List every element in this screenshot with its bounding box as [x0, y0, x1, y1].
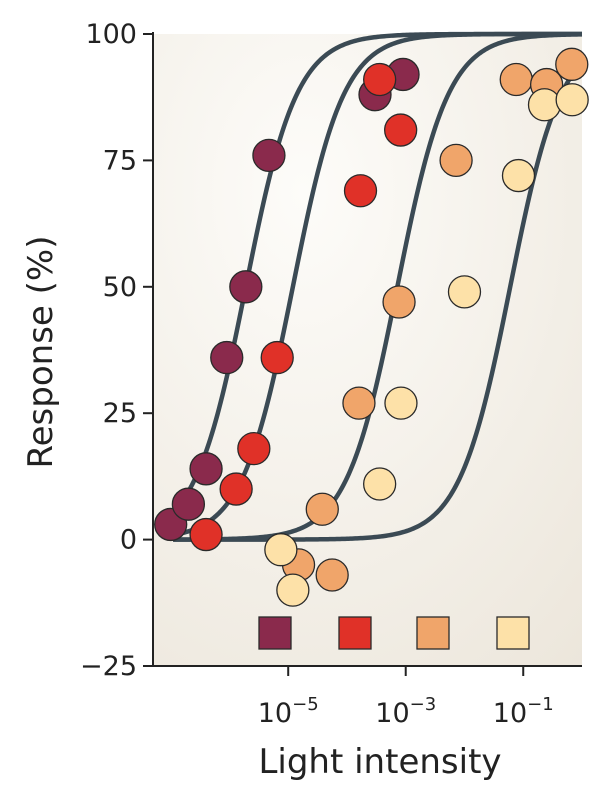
data-point [237, 431, 271, 466]
legend-swatch-2 [338, 616, 372, 650]
x-tick-label: 10−5 [258, 694, 319, 729]
data-point [342, 386, 376, 420]
data-point [382, 285, 416, 319]
data-point [499, 62, 533, 97]
data-point [305, 492, 339, 526]
data-point [555, 47, 589, 81]
data-point [229, 270, 263, 304]
data-point [501, 158, 536, 193]
y-tick-label: 0 [120, 525, 137, 556]
data-point [447, 275, 482, 309]
data-point [189, 517, 223, 552]
data-point [315, 558, 349, 592]
data-point [189, 452, 223, 486]
data-point [343, 174, 378, 208]
data-point [264, 533, 298, 567]
data-point [171, 487, 206, 521]
y-tick-label: 50 [103, 272, 137, 303]
data-point [384, 386, 418, 420]
legend-swatch-3 [416, 616, 450, 650]
y-tick-label: 25 [103, 398, 137, 429]
data-point [363, 62, 397, 97]
data-point [363, 467, 397, 501]
data-point [260, 340, 294, 375]
fit-curve-4 [173, 61, 584, 542]
x-tick-label: 10−1 [493, 694, 554, 729]
y-tick-label: 100 [85, 19, 137, 50]
data-point [219, 472, 253, 506]
data-point [555, 83, 589, 117]
data-point [384, 113, 418, 147]
y-axis-title: Response (%) [21, 236, 61, 469]
data-point [276, 573, 310, 607]
legend-swatch-1 [258, 616, 292, 650]
data-point [252, 138, 286, 172]
data-point [439, 143, 473, 178]
y-tick-label: −25 [80, 651, 137, 682]
x-tick-label: 10−3 [375, 694, 436, 729]
data-point [210, 340, 244, 375]
y-tick-label: 75 [103, 145, 137, 176]
legend-swatch-4 [496, 616, 530, 650]
data-point [527, 88, 562, 122]
legend [258, 616, 530, 650]
x-axis-title: Light intensity [258, 742, 501, 782]
